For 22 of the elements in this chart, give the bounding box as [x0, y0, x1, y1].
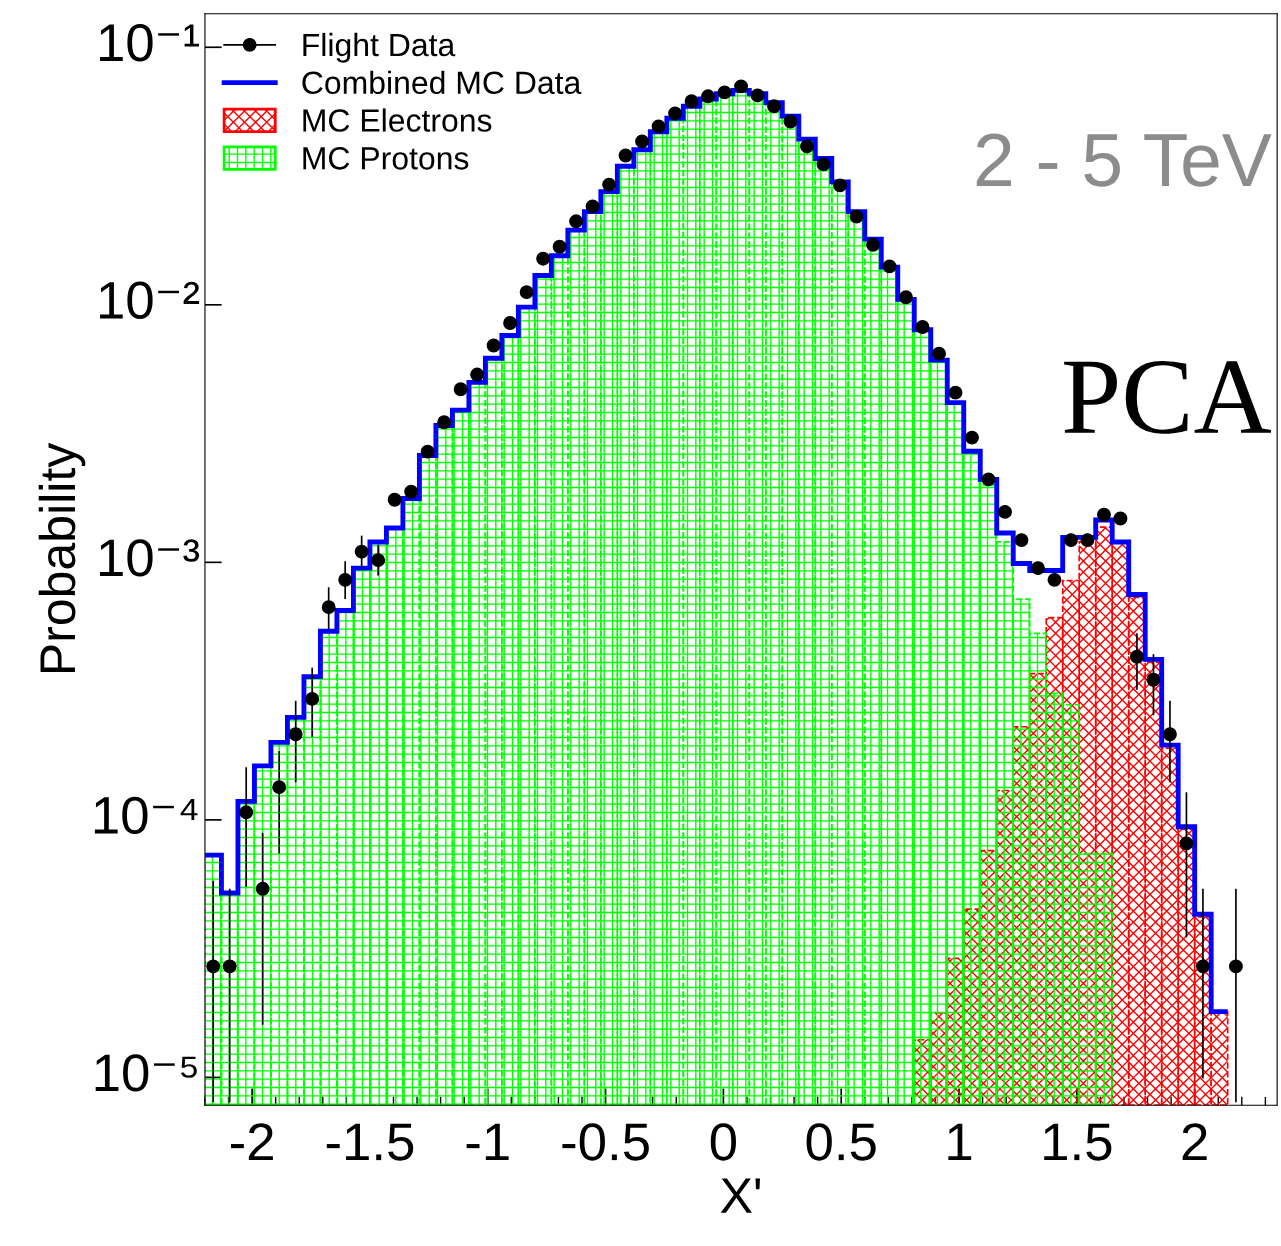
y-tick-label: 10⁻¹	[99, 24, 199, 62]
y-tick-label: 10⁻⁴	[94, 796, 198, 835]
y-axis-title: Probability	[38, 442, 86, 673]
x-tick-label: 0.5	[806, 1123, 876, 1161]
legend-label: MC Electrons	[303, 108, 492, 132]
x-tick-label: -1.5	[326, 1123, 414, 1161]
annotation: 2 - 5 TeV	[976, 133, 1272, 187]
legend-label: MC Protons	[303, 147, 469, 170]
legend-label: Combined MC Data	[302, 70, 582, 95]
y-tick-label: 10⁻³	[99, 539, 200, 577]
x-tick-label: 0	[710, 1123, 736, 1161]
y-tick-label: 10⁻²	[99, 281, 200, 319]
x-tick-label: -1	[466, 1123, 509, 1161]
legend-label: Flight Data	[303, 32, 456, 63]
x-axis-title: X'	[720, 1178, 760, 1213]
y-tick-label: 10⁻⁵	[95, 1054, 197, 1092]
x-tick-label: -2	[230, 1123, 273, 1161]
x-tick-label: 1	[948, 1123, 972, 1161]
annotation: PCA	[1064, 360, 1271, 434]
x-tick-label: -0.5	[562, 1123, 649, 1161]
x-tick-label: 2	[1182, 1123, 1207, 1161]
x-tick-label: 1.5	[1044, 1123, 1112, 1161]
